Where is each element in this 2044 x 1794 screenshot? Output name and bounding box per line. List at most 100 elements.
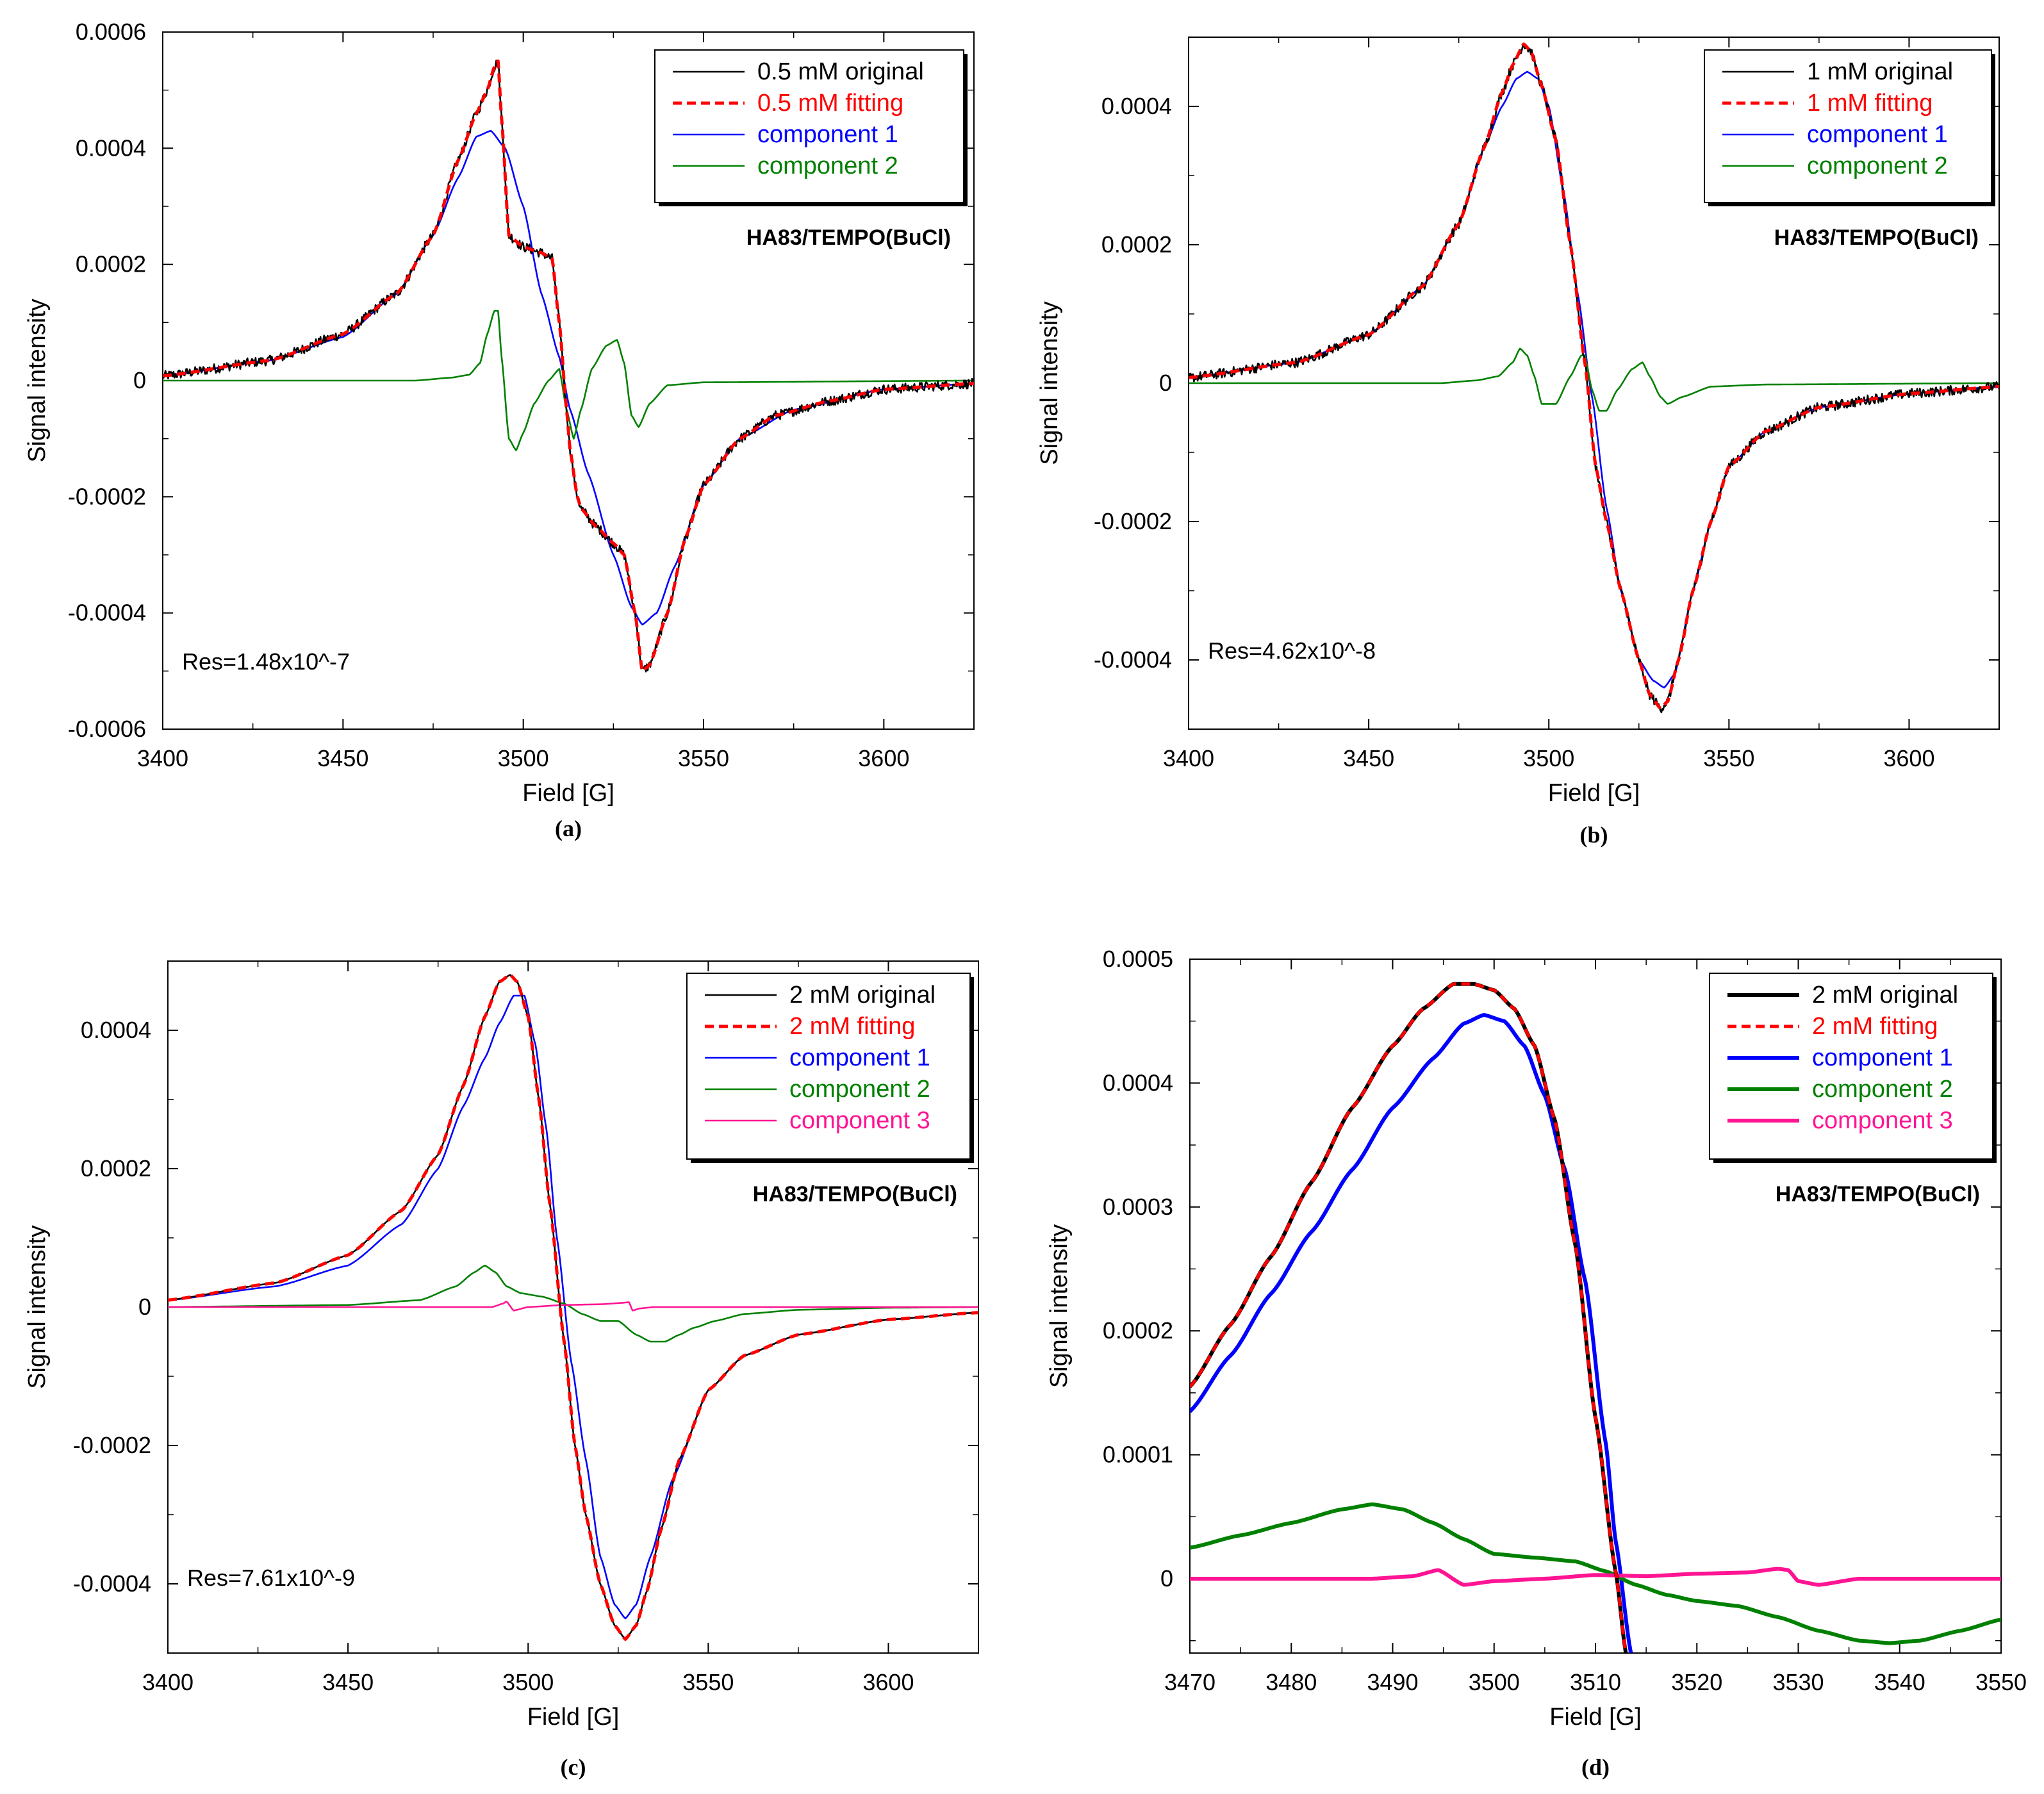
x-tick-label: 3510 [1570,1669,1621,1695]
x-tick-label: 3480 [1265,1669,1317,1695]
legend-label: component 1 [789,1044,930,1071]
x-tick-label: 3600 [862,1669,914,1695]
x-tick-label: 3530 [1772,1669,1824,1695]
y-tick-label: -0.0004 [68,600,146,626]
legend-label: component 1 [757,121,898,148]
y-tick-label: 0.0004 [76,135,146,161]
x-tick-label: 3450 [1343,745,1394,771]
chart-panel-a: 3400 3450 3500 3550 3600 -0.0006 -0.0004 -0.000… [24,19,975,841]
y-axis-label: Signal intensity [1046,1224,1073,1388]
y-tick-label: 0 [1159,370,1172,396]
legend-label: 1 mM fitting [1807,90,1933,117]
legend-label: component 2 [789,1076,930,1103]
y-tick-label: -0.0002 [68,483,146,509]
plot-area [163,59,974,673]
y-tick-label: 0 [138,1294,151,1320]
y-tick-label: 0 [133,367,146,393]
legend-box [654,49,964,203]
x-tick-label: 3550 [678,745,729,771]
y-tick-label: 0 [1160,1565,1173,1592]
x-tick-label: 3500 [1469,1669,1520,1695]
y-tick-label: 0.0002 [76,251,146,277]
legend-box [1704,49,1992,203]
series-line-component-1 [1190,1013,1633,1653]
legend-label: 1 mM original [1807,58,1953,85]
panel-label: (d) [1581,1754,1610,1780]
series-line-component-3 [168,1301,978,1312]
sample-annotation: HA83/TEMPO(BuCl) [746,226,951,250]
sample-annotation: HA83/TEMPO(BuCl) [1774,226,1979,250]
legend-label: 2 mM fitting [789,1013,915,1040]
y-tick-label: 0.0001 [1103,1442,1173,1468]
x-axis-label: Field [G] [522,780,614,807]
x-tick-label: 3450 [317,745,368,771]
series-line-2-mm-original [168,974,978,1640]
x-tick-label: 3600 [858,745,909,771]
legend-label: component 2 [1807,152,1948,179]
y-axis-label: Signal intensity [1036,301,1063,465]
legend: 2 mM original 2 mM fitting component 1 comp… [686,973,974,1163]
y-tick-label: -0.0004 [1094,646,1172,673]
plot-area [168,973,978,1641]
series-line-component-2 [168,1264,978,1343]
x-tick-label: 3400 [137,745,188,771]
panel-label: (c) [561,1754,586,1780]
legend-label: 2 mM original [789,982,935,1008]
legend-label: component 3 [1812,1107,1953,1134]
y-tick-label: -0.0002 [73,1432,151,1458]
y-tick-label: 0.0002 [1101,231,1172,258]
chart-panel-b: 3400 3450 3500 3550 3600 -0.0004 -0.0002 0 0.000… [1036,37,2000,848]
legend-label: 2 mM fitting [1812,1013,1938,1040]
plot-area [1190,982,2001,1653]
legend: 2 mM original 2 mM fitting component 1 comp… [1709,973,1997,1163]
series-line-component-2 [1189,347,1999,412]
legend-box [686,973,971,1160]
series-line-1-mm-fitting [1189,42,1999,711]
residual-label: Res=7.61x10^-9 [187,1565,355,1591]
x-tick-label: 3500 [498,745,549,771]
x-tick-label: 3540 [1874,1669,1925,1695]
series-line-2-mm-fitting [1190,982,1628,1653]
x-axis-label: Field [G] [1549,1704,1642,1731]
legend-label: component 3 [789,1107,930,1134]
x-tick-label: 3400 [1163,745,1214,771]
x-axis-label: Field [G] [1548,780,1640,807]
y-tick-label: -0.0006 [68,716,146,742]
y-tick-label: 0.0005 [1103,946,1173,972]
x-tick-label: 3520 [1671,1669,1722,1695]
sample-annotation: HA83/TEMPO(BuCl) [1776,1182,1980,1206]
legend-box [1709,973,1993,1160]
residual-label: Res=1.48x10^-7 [182,648,350,675]
x-axis-label: Field [G] [527,1704,620,1731]
x-tick-label: 3470 [1164,1669,1216,1695]
panel-label: (a) [555,816,582,841]
x-tick-label: 3400 [142,1669,194,1695]
legend: 0.5 mM original 0.5 mM fitting component 1… [654,49,968,206]
panel-label: (b) [1580,822,1608,848]
chart-panel-d: 3470 3480 3490 3500 3510 3520 3530 3540 3550 0 0.0… [1046,946,2027,1780]
x-tick-label: 3550 [682,1669,734,1695]
legend-label: component 1 [1812,1044,1953,1071]
x-tick-label: 3500 [502,1669,554,1695]
x-tick-label: 3550 [1703,745,1754,771]
x-tick-label: 3450 [322,1669,374,1695]
chart-panel-c: 3400 3450 3500 3550 3600 -0.0004 -0.0002 0 0.000… [24,960,979,1780]
y-tick-label: -0.0004 [73,1570,151,1597]
x-tick-label: 3550 [1975,1669,2027,1695]
y-tick-label: 0.0002 [1103,1317,1173,1344]
legend: 1 mM original 1 mM fitting component 1 comp… [1704,49,1995,206]
y-axis-label: Signal intensity [24,1225,51,1389]
y-axis-label: Signal intensity [24,299,51,463]
plot-area [1189,42,1999,714]
series-line-component-2 [1190,1502,2001,1645]
y-tick-label: -0.0002 [1094,508,1172,534]
y-tick-label: 0.0004 [1101,93,1172,119]
y-tick-label: 0.0004 [81,1017,151,1043]
legend-label: 0.5 mM original [757,58,924,85]
legend-label: component 1 [1807,121,1948,148]
y-tick-label: 0.0006 [76,19,146,45]
legend-label: 0.5 mM fitting [757,90,903,117]
x-tick-label: 3500 [1523,745,1574,771]
y-tick-label: 0.0002 [81,1155,151,1181]
